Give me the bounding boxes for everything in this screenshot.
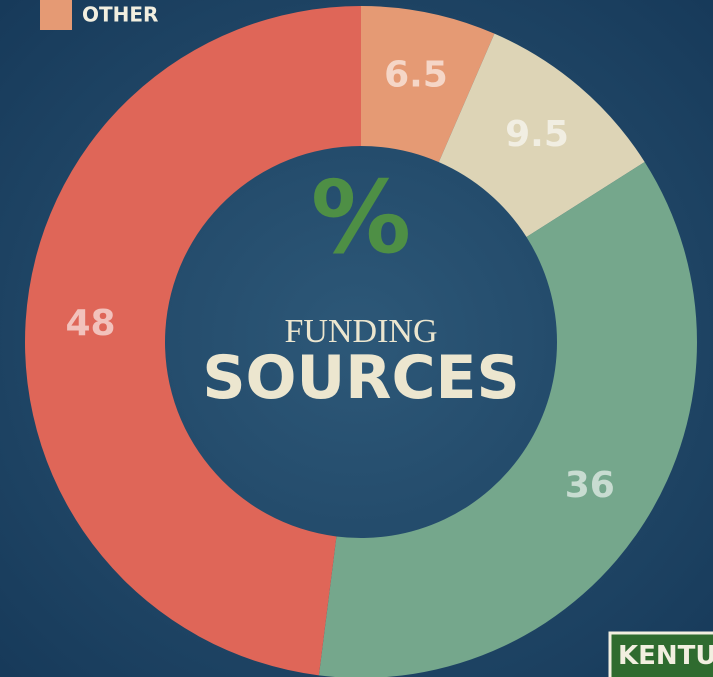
donut-slice — [24, 6, 362, 676]
donut-slice — [318, 161, 697, 677]
data-label: 9.5 — [505, 114, 569, 155]
legend-swatch — [40, 0, 72, 30]
donut-slice — [438, 33, 645, 237]
logo-text: KENTU — [618, 641, 713, 671]
center-symbol: % — [311, 159, 411, 276]
donut-slice — [361, 6, 495, 163]
data-label: 36 — [565, 465, 615, 506]
logo: KENTU — [608, 631, 713, 677]
data-label: 48 — [65, 303, 115, 344]
legend-label: OTHER — [82, 3, 158, 27]
center-subtitle: SOURCES — [202, 343, 519, 413]
donut — [24, 6, 697, 677]
data-label: 6.5 — [384, 55, 448, 96]
logo-box — [608, 631, 713, 677]
center-title: FUNDING — [285, 313, 438, 350]
